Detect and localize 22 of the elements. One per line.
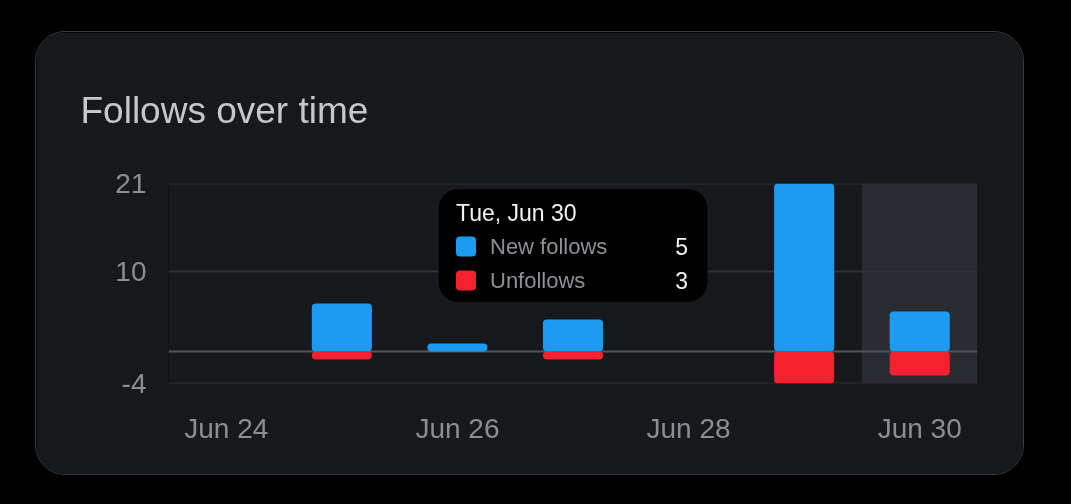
y-tick-label: 21 [115,168,147,199]
y-tick-label: 10 [115,256,147,287]
bar [889,351,950,376]
bar [774,351,835,384]
annotation: 3 [675,268,689,294]
bar [542,319,604,352]
legend-label: New follows [490,234,608,259]
bar [542,351,604,360]
x-tick-label: Jun 30 [877,412,962,444]
bar [311,303,372,352]
x-tick-label: Jun 28 [646,412,731,444]
bar [427,343,488,352]
bar [311,351,372,360]
legend-label: Unfollows [490,268,586,293]
bar [774,183,835,352]
bar [889,311,950,352]
chart-title: Follows over time [80,89,369,131]
y-tick-label: -4 [121,368,147,399]
x-tick-label: Jun 24 [184,412,269,444]
legend-title: Tue, Jun 30 [456,199,577,226]
x-tick-label: Jun 26 [415,412,500,444]
annotation: 5 [675,234,689,260]
